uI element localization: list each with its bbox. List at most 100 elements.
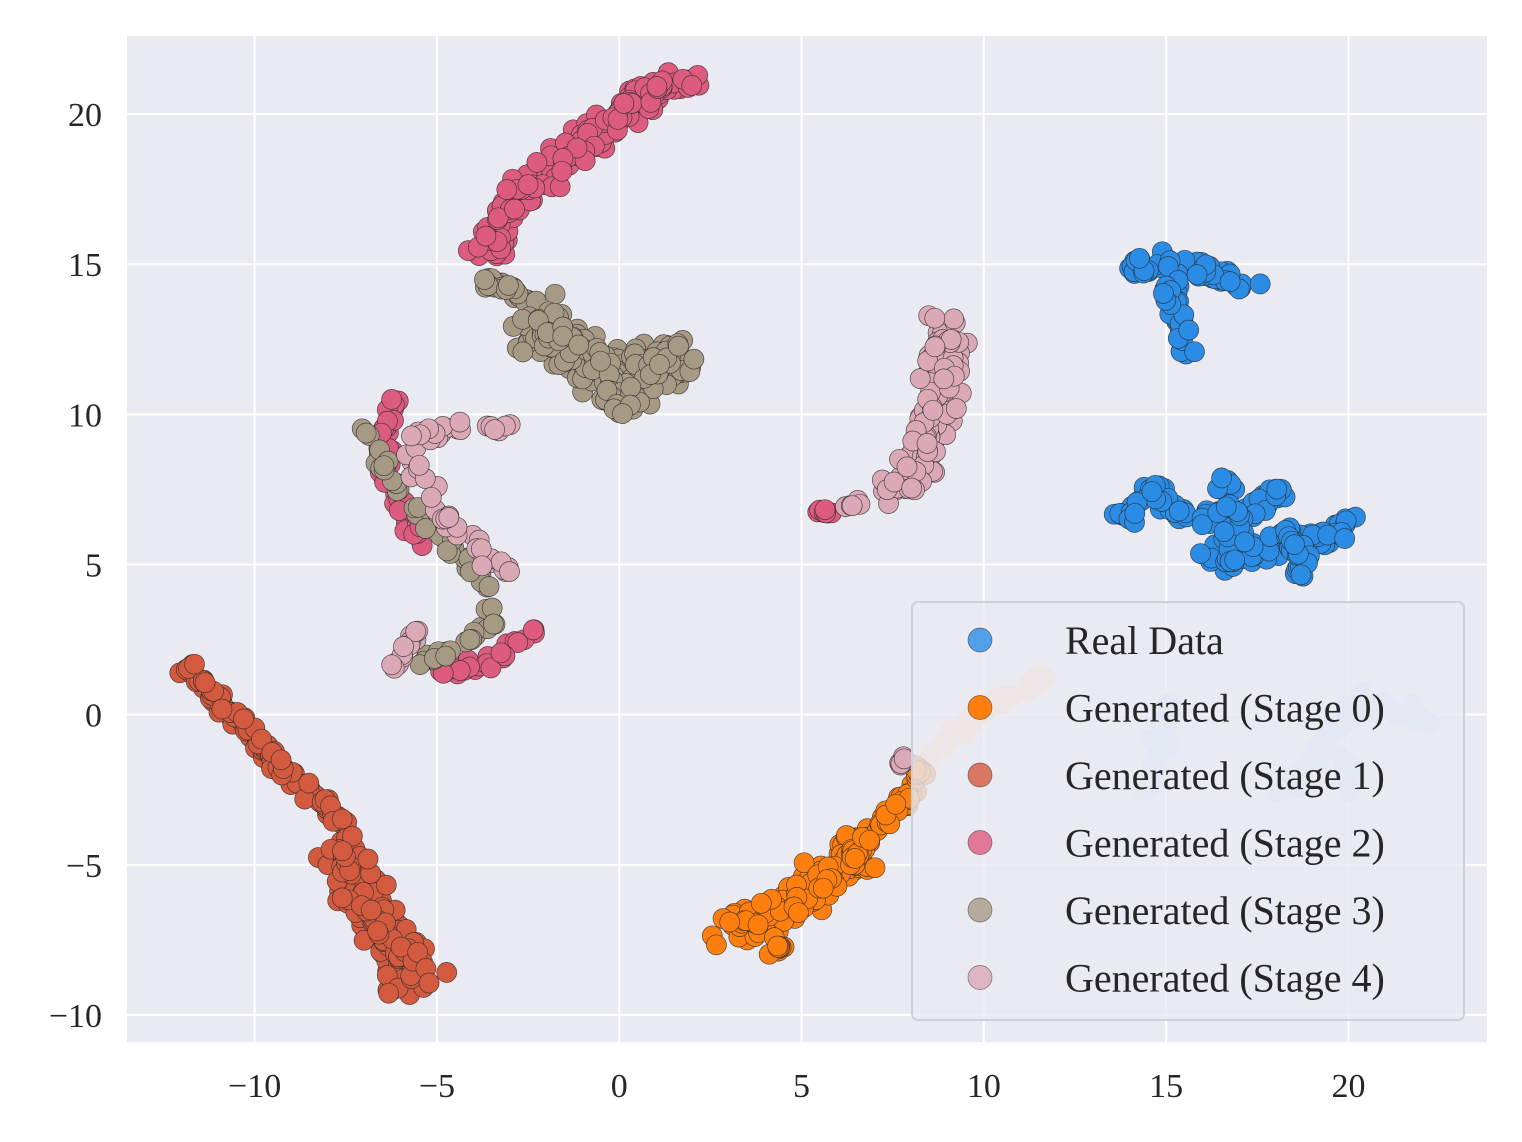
- scatter-point: [342, 825, 363, 847]
- scatter-point: [649, 354, 670, 375]
- scatter-point: [357, 848, 379, 870]
- scatter-point: [233, 708, 254, 730]
- scatter-point: [420, 486, 442, 508]
- scatter-point: [620, 376, 642, 398]
- series-5: [381, 305, 978, 776]
- scatter-point: [1190, 543, 1211, 564]
- scatter-point: [788, 902, 809, 924]
- y-tick-label: 15: [68, 247, 102, 284]
- x-tick-label: 15: [1149, 1068, 1183, 1105]
- scatter-point: [909, 368, 931, 389]
- scatter-point: [484, 419, 505, 440]
- scatter-point: [683, 348, 705, 370]
- scatter-point: [814, 499, 836, 521]
- legend-label: Generated (Stage 2): [1065, 821, 1385, 866]
- legend-label: Generated (Stage 1): [1065, 753, 1385, 798]
- scatter-point: [381, 389, 402, 410]
- scatter-point: [1168, 500, 1190, 522]
- scatter-point: [512, 341, 534, 363]
- legend: Real Data Generated (Stage 0) Generated (S…: [911, 601, 1465, 1021]
- legend-marker: [967, 762, 993, 788]
- scatter-point: [1290, 564, 1312, 586]
- y-tick-label: −10: [49, 998, 102, 1035]
- scatter-point: [367, 920, 388, 942]
- x-tick-label: 10: [967, 1068, 1001, 1105]
- scatter-point: [405, 621, 427, 642]
- y-tick-label: 5: [85, 548, 102, 585]
- scatter-point: [901, 477, 923, 499]
- x-tick-label: 5: [793, 1068, 810, 1105]
- scatter-point: [646, 76, 668, 97]
- scatter-point: [436, 540, 458, 562]
- scatter-point: [812, 877, 834, 899]
- scatter-point: [471, 555, 493, 577]
- scatter-point: [408, 454, 430, 476]
- x-tick-label: −10: [228, 1068, 281, 1105]
- scatter-point: [373, 455, 395, 477]
- scatter-point: [331, 887, 353, 909]
- scatter-point: [475, 225, 497, 247]
- scatter-point: [393, 636, 414, 657]
- scatter-point: [793, 852, 815, 874]
- scatter-point: [1219, 271, 1241, 292]
- scatter-point: [1284, 534, 1305, 555]
- scatter-point: [1141, 481, 1163, 502]
- legend-label: Generated (Stage 4): [1065, 956, 1385, 1001]
- legend-marker: [967, 830, 993, 855]
- scatter-point: [1249, 273, 1271, 295]
- legend-label: Generated (Stage 0): [1065, 686, 1385, 731]
- legend-label: Generated (Stage 3): [1065, 888, 1385, 933]
- scatter-point: [478, 576, 500, 597]
- scatter-point: [613, 93, 635, 114]
- scatter-point: [544, 283, 566, 305]
- scatter-point: [415, 518, 436, 539]
- legend-marker: [967, 965, 993, 990]
- scatter-point: [612, 403, 633, 424]
- scatter-point: [496, 179, 518, 200]
- x-tick-label: −5: [419, 1068, 455, 1105]
- scatter-point: [401, 425, 422, 447]
- legend-marker: [967, 897, 993, 923]
- scatter-point: [681, 75, 703, 96]
- scatter-point: [517, 174, 539, 196]
- scatter-point: [355, 422, 377, 444]
- series-4: [351, 268, 705, 675]
- tick-labels: −10 −5 0 5 10 15 20 −10 −5 0 5 10 15 20: [49, 97, 1366, 1105]
- scatter-point: [590, 350, 611, 372]
- scatter-point: [924, 336, 946, 358]
- scatter-point: [438, 507, 460, 528]
- scatter-point: [933, 368, 955, 390]
- scatter-point: [184, 653, 205, 675]
- y-tick-label: 0: [85, 698, 102, 735]
- scatter-point: [270, 749, 292, 771]
- scatter-point: [924, 307, 946, 329]
- scatter-point: [719, 911, 741, 933]
- x-tick-label: 0: [611, 1068, 628, 1105]
- y-tick-label: 20: [68, 97, 102, 134]
- scatter-point: [916, 433, 938, 454]
- scatter-point: [896, 456, 918, 478]
- scatter-point: [767, 935, 788, 957]
- scatter-point: [474, 269, 495, 290]
- scatter-point: [487, 207, 509, 229]
- scatter-point: [750, 892, 772, 914]
- scatter-point: [668, 335, 689, 357]
- scatter-point: [194, 672, 216, 694]
- scatter-point: [1184, 341, 1205, 363]
- scatter-point: [331, 808, 353, 830]
- legend-marker: [967, 627, 993, 653]
- scatter-point: [418, 972, 440, 994]
- scatter-point: [449, 411, 471, 433]
- scatter-point: [706, 934, 727, 956]
- scatter-point: [566, 137, 588, 159]
- scatter-point: [504, 198, 525, 220]
- scatter-point: [211, 698, 233, 720]
- scatter-point: [841, 495, 863, 517]
- x-tick-label: 20: [1331, 1068, 1365, 1105]
- scatter-point: [459, 629, 481, 650]
- y-tick-label: 10: [68, 397, 102, 434]
- scatter-point: [360, 899, 382, 921]
- scatter-point: [885, 793, 907, 815]
